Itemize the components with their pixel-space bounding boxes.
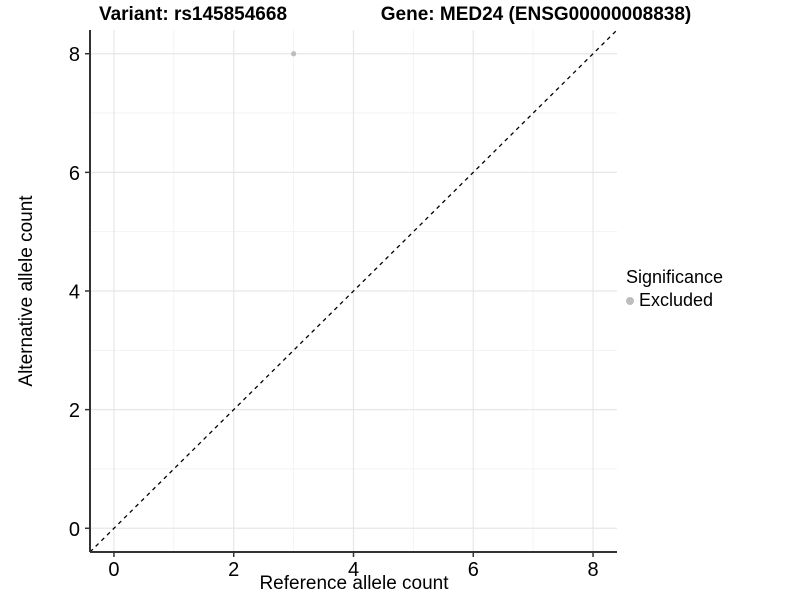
legend-title: Significance xyxy=(626,267,724,287)
y-tick-label: 6 xyxy=(69,163,80,185)
x-tick-label: 0 xyxy=(108,559,119,581)
y-tick-label: 8 xyxy=(69,44,80,66)
x-axis-title: Reference allele count xyxy=(259,573,449,594)
y-tick-label: 4 xyxy=(69,282,80,304)
plot-title-gene: Gene: MED24 (ENSG00000008838) xyxy=(380,4,692,25)
x-tick-label: 8 xyxy=(587,559,598,581)
y-tick-label: 2 xyxy=(69,400,80,422)
legend-item-label: Excluded xyxy=(639,290,714,310)
legend: Significance Excluded xyxy=(626,266,723,312)
excluded-point-icon xyxy=(626,296,634,305)
x-tick-label: 2 xyxy=(228,559,239,581)
legend-item-excluded: Excluded xyxy=(626,289,723,312)
x-tick-label: 4 xyxy=(348,559,359,581)
y-tick-label: 0 xyxy=(69,519,80,541)
identity-dashed-line xyxy=(89,29,618,553)
data-point-excluded xyxy=(291,51,297,57)
y-axis-title: Alternative allele count xyxy=(16,195,37,387)
x-tick-label: 6 xyxy=(468,559,479,581)
plot-title-variant: Variant: rs145854668 xyxy=(98,4,288,25)
